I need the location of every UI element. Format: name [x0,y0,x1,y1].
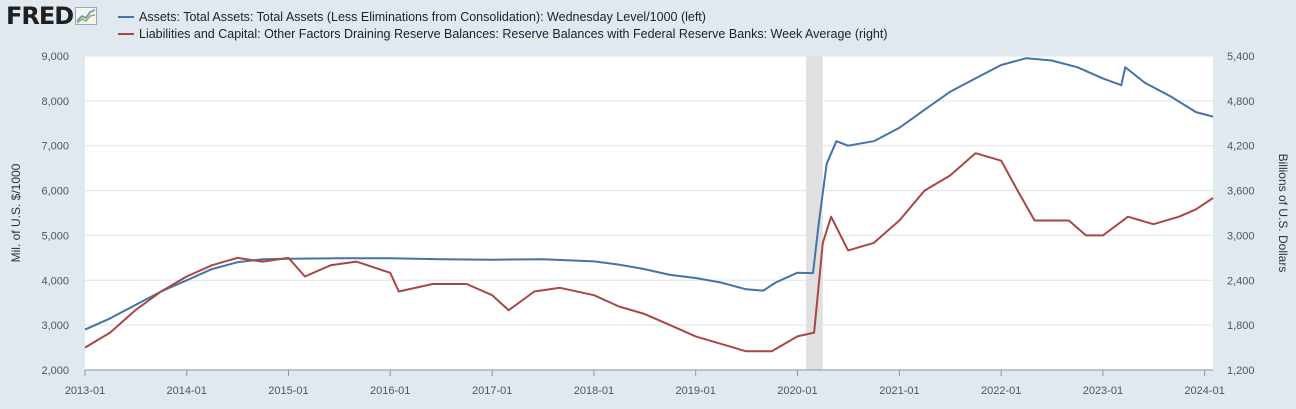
y-left-tick-label: 4,000 [41,275,69,287]
legend-item-assets[interactable]: Assets: Total Assets: Total Assets (Less… [118,8,888,25]
y-right-tick-label: 5,400 [1227,51,1255,63]
y-left-tick-label: 2,000 [41,365,69,377]
x-tick-label: 2016-01 [370,385,410,397]
fred-logo-text: FRED [6,2,74,30]
y-right-tick-label: 2,400 [1227,275,1255,287]
x-tick-label: 2014-01 [167,385,207,397]
y-left-tick-label: 6,000 [41,186,69,198]
y-axis-left-title: Mil. of U.S. $/1000 [9,163,23,262]
y-right-tick-label: 4,800 [1227,96,1255,108]
x-tick-label: 2017-01 [472,385,512,397]
y-left-tick-label: 5,000 [41,230,69,242]
y-left-tick-label: 3,000 [41,320,69,332]
plot-area [85,56,1213,370]
x-tick-label: 2021-01 [879,385,919,397]
legend-item-reserves[interactable]: Liabilities and Capital: Other Factors D… [118,25,888,42]
y-right-tick-label: 1,200 [1227,365,1255,377]
legend-label-reserves: Liabilities and Capital: Other Factors D… [139,26,888,41]
series-line-total-assets[interactable] [84,57,1214,331]
y-right-tick-label: 3,600 [1227,186,1255,198]
x-tick-label: 2024-01 [1184,385,1224,397]
x-tick-label: 2018-01 [574,385,614,397]
legend-swatch-reserves [118,32,134,35]
y-left-tick-label: 8,000 [41,96,69,108]
x-tick-label: 2022-01 [981,385,1021,397]
y-axis-right-title: Billions of U.S. Dollars [1276,154,1290,273]
x-tick-label: 2020-01 [777,385,817,397]
fred-chart-icon [75,7,98,25]
chart-header: FRED Assets: Total Assets: Total Assets … [0,0,1296,46]
y-left-tick-label: 9,000 [41,51,69,63]
series-line-reserve-balances[interactable] [84,152,1214,353]
x-tick-label: 2019-01 [675,385,715,397]
legend-label-assets: Assets: Total Assets: Total Assets (Less… [139,9,706,24]
legend-swatch-assets [118,15,134,18]
x-tick-label: 2013-01 [65,385,105,397]
y-right-tick-label: 4,200 [1227,141,1255,153]
chart-legend: Assets: Total Assets: Total Assets (Less… [118,8,888,42]
fred-logo[interactable]: FRED [6,2,98,30]
x-tick-label: 2023-01 [1083,385,1123,397]
y-right-tick-label: 3,000 [1227,230,1255,242]
y-right-tick-label: 1,800 [1227,320,1255,332]
x-tick-label: 2015-01 [268,385,308,397]
y-left-tick-label: 7,000 [41,141,69,153]
